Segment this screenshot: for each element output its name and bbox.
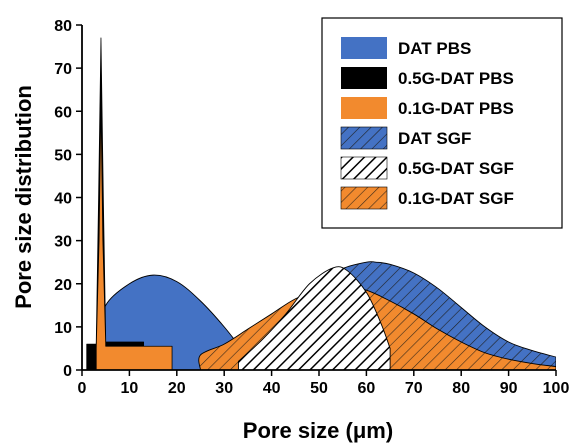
x-tick-label: 50 <box>310 380 328 397</box>
legend-swatch-dat-pbs <box>341 37 387 59</box>
x-tick-label: 0 <box>78 380 87 397</box>
legend-swatch-0-5g-dat-sgf <box>340 156 388 180</box>
legend-label-0-5g-dat-pbs: 0.5G-DAT PBS <box>398 69 514 88</box>
x-tick-label: 70 <box>405 380 423 397</box>
x-tick-label: 90 <box>500 380 518 397</box>
series-0-5g-dat-sgf <box>237 266 391 370</box>
x-tick-label: 20 <box>168 380 186 397</box>
y-tick-label: 30 <box>54 234 72 251</box>
y-tick-label: 60 <box>54 104 72 121</box>
y-tick-label: 40 <box>54 191 72 208</box>
y-tick-label: 70 <box>54 61 72 78</box>
series-layer <box>86 37 556 370</box>
legend-label-0-1g-dat-sgf: 0.1G-DAT SGF <box>398 189 514 208</box>
legend: DAT PBS 0.5G-DAT PBS 0.1G-DAT PBS DAT SGF 0.… <box>321 17 563 229</box>
legend-label-0-5g-dat-sgf: 0.5G-DAT SGF <box>398 159 514 178</box>
x-tick-label: 80 <box>452 380 470 397</box>
x-tick-label: 100 <box>543 380 570 397</box>
y-tick-label: 50 <box>54 147 72 164</box>
x-axis-title: Pore size (μm) <box>243 418 393 443</box>
x-tick-label: 60 <box>358 380 376 397</box>
series-0-1g-dat-pbs <box>95 102 173 370</box>
y-axis-title: Pore size distribution <box>11 85 36 309</box>
legend-label-dat-pbs: DAT PBS <box>398 39 471 58</box>
legend-label-dat-sgf: DAT SGF <box>398 129 471 148</box>
legend-swatch-0-1g-dat-pbs <box>341 97 387 119</box>
x-tick-label: 40 <box>263 380 281 397</box>
y-tick-label: 80 <box>54 18 72 35</box>
x-tick-label: 10 <box>121 380 139 397</box>
x-tick-label: 30 <box>215 380 233 397</box>
y-tick-label: 20 <box>54 277 72 294</box>
legend-swatch-0-5g-dat-pbs <box>341 67 387 89</box>
legend-swatch-dat-sgf <box>340 126 388 150</box>
ticks-layer: 0 10 20 30 40 50 60 70 80 90 100 0 10 20 30 40 50 60 70 80 <box>54 18 569 397</box>
legend-swatch-0-1g-dat-sgf <box>340 186 388 210</box>
legend-label-0-1g-dat-pbs: 0.1G-DAT PBS <box>398 99 514 118</box>
y-tick-label: 0 <box>63 363 72 380</box>
y-tick-label: 10 <box>54 320 72 337</box>
